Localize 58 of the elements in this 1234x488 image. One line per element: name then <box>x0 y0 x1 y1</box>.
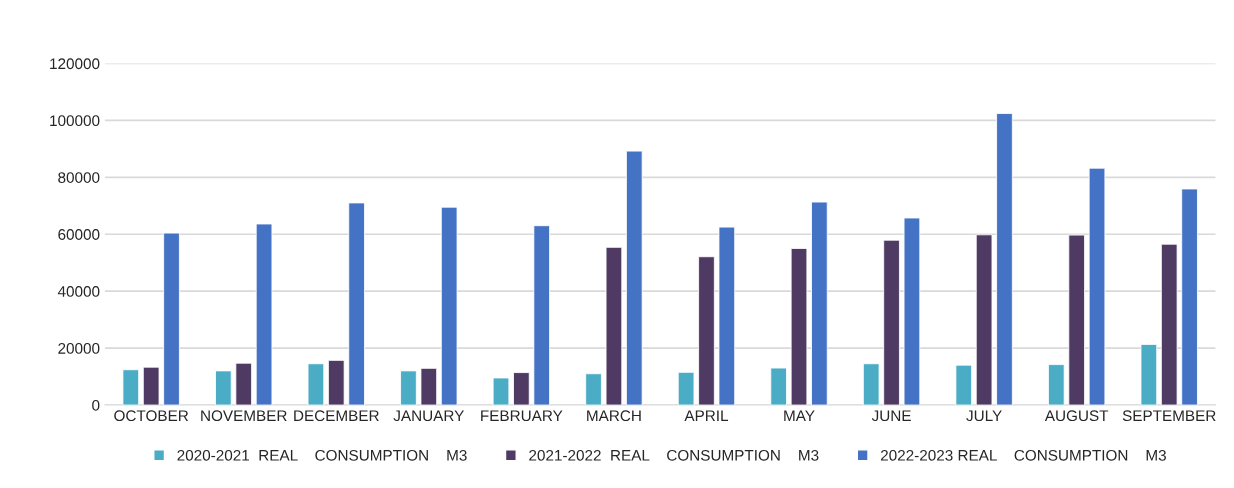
x-tick-label: JULY <box>966 410 1002 422</box>
bar <box>1160 243 1178 406</box>
x-tick-label: JANUARY <box>393 410 464 422</box>
x-tick-label: SEPTEMBER <box>1122 410 1216 422</box>
x-tick-label: MARCH <box>587 410 641 422</box>
x-tick-label: APRIL <box>684 410 729 421</box>
bar <box>605 246 623 406</box>
bar <box>585 373 602 406</box>
bar <box>811 201 828 406</box>
bar <box>677 371 695 406</box>
legend-label: 2021-2022 REAL CONSUMPTION M3 <box>529 449 819 461</box>
bar <box>163 232 180 406</box>
bar <box>903 217 921 406</box>
legend-label: 2022-2023 REAL CONSUMPTION M3 <box>880 449 1166 461</box>
x-tick-label: FEBRUARY <box>481 410 563 422</box>
bar <box>1068 234 1085 406</box>
legend-label: 2020-2021 REAL CONSUMPTION M3 <box>177 449 467 461</box>
y-tick-label: 60000 <box>58 229 100 240</box>
x-tick-label: OCTOBER <box>114 410 189 422</box>
bar <box>513 372 530 406</box>
y-tick-label: 80000 <box>58 172 100 183</box>
x-tick-label: NOVEMBER <box>201 410 287 422</box>
y-tick-label: 0 <box>92 399 100 411</box>
y-tick-label: 100000 <box>50 115 100 127</box>
bar <box>862 363 880 406</box>
bar <box>770 367 787 406</box>
bar <box>420 367 438 406</box>
bar <box>533 225 551 406</box>
bar <box>790 248 808 406</box>
bar <box>142 366 160 406</box>
bar <box>440 206 458 406</box>
bar <box>235 362 252 406</box>
bar <box>975 234 993 406</box>
bar <box>1181 188 1198 406</box>
bar <box>698 256 715 406</box>
bar <box>492 377 510 406</box>
bar <box>718 226 736 406</box>
x-tick-label: MAY <box>784 410 815 421</box>
bar <box>883 239 900 406</box>
y-tick-label: 40000 <box>57 286 100 297</box>
x-tick-label: DECEMBER <box>294 410 379 422</box>
bar <box>122 369 140 406</box>
bar <box>955 364 973 406</box>
bar <box>625 150 643 406</box>
bar <box>348 202 365 406</box>
bar <box>1140 343 1158 406</box>
bar <box>400 370 417 406</box>
y-tick-label: 120000 <box>50 58 100 70</box>
x-tick-label: JUNE <box>871 410 911 422</box>
bar <box>307 363 325 406</box>
bar <box>1088 167 1106 406</box>
bar <box>215 370 232 406</box>
bar <box>996 113 1013 406</box>
y-tick-label: 20000 <box>58 342 100 354</box>
bar <box>1048 364 1065 406</box>
bar <box>255 223 273 406</box>
x-tick-label: AUGUST <box>1044 410 1109 422</box>
bar <box>327 359 345 406</box>
